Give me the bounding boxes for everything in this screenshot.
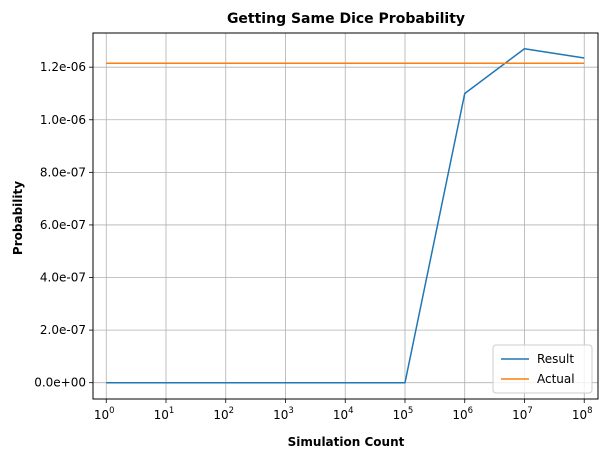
x-tick-label: 101 xyxy=(154,406,175,422)
legend-label-actual: Actual xyxy=(537,372,575,386)
x-tick-label: 107 xyxy=(512,406,533,422)
x-tick-label: 100 xyxy=(94,406,115,422)
x-tick-label: 102 xyxy=(213,406,234,422)
y-tick-label: 0.0e+00 xyxy=(34,376,86,390)
y-tick-label: 2.0e-07 xyxy=(40,323,86,337)
y-axis: 0.0e+00 2.0e-07 4.0e-07 6.0e-07 8.0e-07 1.0e-… xyxy=(34,60,93,390)
x-tick-exponent: 7 xyxy=(527,406,532,416)
x-tick-label: 108 xyxy=(572,406,593,422)
y-tick-label: 1.2e-06 xyxy=(40,60,86,74)
x-tick-exponent: 2 xyxy=(229,406,234,416)
chart-title: Getting Same Dice Probability xyxy=(227,11,465,27)
y-axis-label: Probability xyxy=(11,181,25,255)
legend-box xyxy=(492,344,593,394)
x-tick-exponent: 4 xyxy=(348,406,353,416)
x-tick-exponent: 5 xyxy=(408,406,413,416)
y-tick-label: 6.0e-07 xyxy=(40,218,86,232)
x-tick-exponent: 0 xyxy=(109,406,114,416)
x-tick-label: 106 xyxy=(452,406,473,422)
x-axis: 100 101 102 103 104 105 106 107 108 xyxy=(94,399,593,422)
grid xyxy=(93,33,598,399)
legend-label-result: Result xyxy=(537,352,574,366)
y-tick-label: 8.0e-07 xyxy=(40,165,86,179)
x-tick-label: 105 xyxy=(393,406,414,422)
x-tick-exponent: 8 xyxy=(587,406,592,416)
x-axis-label: Simulation Count xyxy=(288,435,405,449)
x-tick-exponent: 6 xyxy=(468,406,473,416)
x-tick-label: 104 xyxy=(333,406,354,422)
y-tick-label: 1.0e-06 xyxy=(40,113,86,127)
series-layer xyxy=(106,48,585,384)
x-tick-label: 103 xyxy=(273,406,294,422)
x-tick-exponent: 3 xyxy=(288,406,293,416)
x-tick-exponent: 1 xyxy=(169,406,174,416)
y-tick-label: 4.0e-07 xyxy=(40,271,86,285)
legend: Result Actual xyxy=(492,344,593,394)
